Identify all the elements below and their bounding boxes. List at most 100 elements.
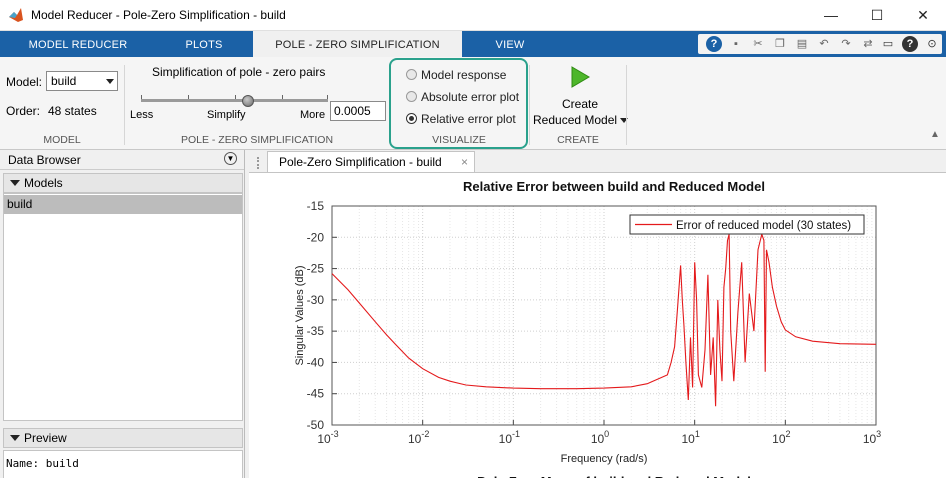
legend-label: Error of reduced model (30 states): [676, 220, 851, 232]
x-tick-label: 10-3: [317, 429, 338, 446]
chevron-down-icon: [106, 79, 114, 84]
copy-icon[interactable]: ❐: [775, 38, 785, 50]
maximize-button[interactable]: ☐: [870, 7, 884, 23]
y-tick-label: -20: [307, 230, 325, 244]
data-browser-panel: Data Browser ▼ Models build Preview Name…: [0, 150, 245, 478]
preview-header-label: Preview: [24, 431, 67, 445]
create-reduced-model-button[interactable]: Reduced Model: [533, 113, 618, 127]
tab-plots[interactable]: PLOTS: [185, 39, 223, 51]
radio-label-relative-error-plot[interactable]: Relative error plot: [421, 112, 516, 126]
visualize-highlight-box: [389, 58, 528, 149]
layout-icon[interactable]: ▭: [882, 38, 894, 50]
ribbon-tab-strip: MODEL REDUCER PLOTS POLE - ZERO SIMPLIFI…: [0, 31, 946, 57]
preview-section-header[interactable]: Preview: [3, 428, 243, 448]
slider-tick: [282, 95, 283, 99]
redo-icon[interactable]: ↷: [841, 38, 851, 50]
slider-tick: [327, 95, 328, 99]
slider-simplify-label: Simplify: [207, 109, 246, 121]
section-divider: [626, 65, 627, 145]
order-label: Order:: [6, 104, 41, 118]
save-icon[interactable]: ▪: [734, 38, 738, 50]
models-section-header[interactable]: Models: [3, 173, 243, 193]
simplification-title: Simplification of pole - zero pairs: [152, 65, 326, 79]
minimize-button[interactable]: —: [824, 7, 838, 23]
collapse-triangle-icon: [10, 180, 20, 186]
switch-windows-icon[interactable]: ⇄: [863, 38, 873, 50]
x-tick-label: 101: [681, 429, 699, 446]
slider-tick: [141, 95, 142, 99]
tab-grip: [257, 157, 259, 169]
list-item[interactable]: build: [4, 195, 242, 214]
model-dropdown-value: build: [51, 74, 77, 88]
model-dropdown[interactable]: build: [46, 71, 118, 91]
panel-menu-icon[interactable]: ▼: [224, 152, 237, 165]
chart-title: Relative Error between build and Reduced…: [463, 179, 765, 194]
y-tick-label: -50: [307, 418, 325, 432]
relative-error-chart: 10-3 10-2 10-1 100 101 102 103 -15 -20 -25 -30 -35 -…: [294, 179, 881, 478]
create-button-line1[interactable]: Create: [562, 97, 599, 111]
paste-icon[interactable]: ▤: [796, 38, 808, 50]
tab-pole-zero-simplification[interactable]: POLE - ZERO SIMPLIFICATION: [253, 31, 462, 57]
data-browser-header: Data Browser ▼: [0, 150, 244, 170]
simplification-slider-track[interactable]: [141, 99, 328, 102]
plot-canvas: 10-3 10-2 10-1 100 101 102 103 -15 -20 -25 -30 -35 -…: [249, 172, 946, 478]
model-label: Model:: [6, 75, 43, 89]
document-tab[interactable]: Pole-Zero Simplification - build ×: [267, 151, 475, 172]
close-icon[interactable]: ×: [460, 155, 468, 169]
models-header-label: Models: [24, 176, 63, 190]
y-tick-label: -15: [307, 199, 325, 213]
section-label-model: MODEL: [43, 134, 81, 146]
quick-access-toolbar: ? ▪ ✂ ❐ ▤ ↶ ↷ ⇄ ▭ ? ⊙: [698, 34, 942, 54]
options-icon[interactable]: ⊙: [927, 38, 937, 50]
x-tick-label: 102: [772, 429, 790, 446]
next-chart-title: Pole-Zero Maps of build and Reduced Mode…: [477, 474, 751, 478]
section-divider: [124, 65, 125, 145]
undo-icon[interactable]: ↶: [819, 38, 829, 50]
close-window-button[interactable]: ✕: [917, 7, 929, 23]
slider-more-label: More: [300, 109, 326, 121]
data-browser-title: Data Browser: [8, 153, 81, 167]
tolerance-input[interactable]: 0.0005: [330, 101, 386, 121]
preview-box: Name: build: [3, 450, 243, 478]
collapse-toolstrip-icon[interactable]: ▲: [930, 129, 940, 140]
tab-model-reducer[interactable]: MODEL REDUCER: [28, 39, 128, 51]
y-tick-label: -45: [307, 387, 325, 401]
help-button[interactable]: ?: [902, 36, 918, 52]
radio-label-model-response[interactable]: Model response: [421, 68, 507, 82]
play-icon[interactable]: [570, 66, 590, 88]
x-axis-label: Frequency (rad/s): [561, 453, 648, 465]
slider-less-label: Less: [130, 109, 154, 121]
y-tick-label: -30: [307, 293, 325, 307]
x-tick-label: 10-1: [499, 429, 520, 446]
y-tick-label: -25: [307, 262, 325, 276]
section-label-simplification: POLE - ZERO SIMPLIFICATION: [180, 134, 334, 146]
simplification-slider-thumb[interactable]: [241, 95, 254, 107]
radio-model-response[interactable]: [406, 69, 417, 80]
preview-text: Name: build: [6, 457, 79, 470]
axes-box: [331, 205, 877, 426]
slider-tick: [188, 95, 189, 99]
section-label-create: CREATE: [557, 134, 599, 146]
legend-box: [629, 214, 865, 235]
cut-icon[interactable]: ✂: [753, 38, 763, 50]
tab-view[interactable]: VIEW: [495, 39, 525, 51]
radio-relative-error-plot[interactable]: [406, 113, 417, 124]
help-circle-icon[interactable]: ?: [706, 36, 722, 52]
models-list: build: [3, 193, 243, 421]
y-tick-label: -35: [307, 324, 325, 338]
x-tick-label: 103: [863, 429, 881, 446]
toolstrip: Model: build Order: 48 states MODEL Simp…: [0, 57, 946, 150]
x-tick-label: 10-2: [408, 429, 429, 446]
radio-absolute-error-plot[interactable]: [406, 91, 417, 102]
section-divider: [529, 65, 530, 145]
section-label-visualize: VISUALIZE: [432, 134, 486, 146]
window-title: Model Reducer - Pole-Zero Simplification…: [31, 8, 286, 22]
radio-label-absolute-error-plot[interactable]: Absolute error plot: [421, 90, 520, 104]
slider-tick: [235, 95, 236, 99]
title-bar: Model Reducer - Pole-Zero Simplification…: [0, 0, 946, 31]
x-tick-label: 100: [591, 429, 609, 446]
y-axis-label: Singular Values (dB): [294, 265, 306, 365]
collapse-triangle-icon: [10, 435, 20, 441]
series-line: [331, 232, 877, 407]
chevron-down-icon[interactable]: [620, 118, 628, 123]
